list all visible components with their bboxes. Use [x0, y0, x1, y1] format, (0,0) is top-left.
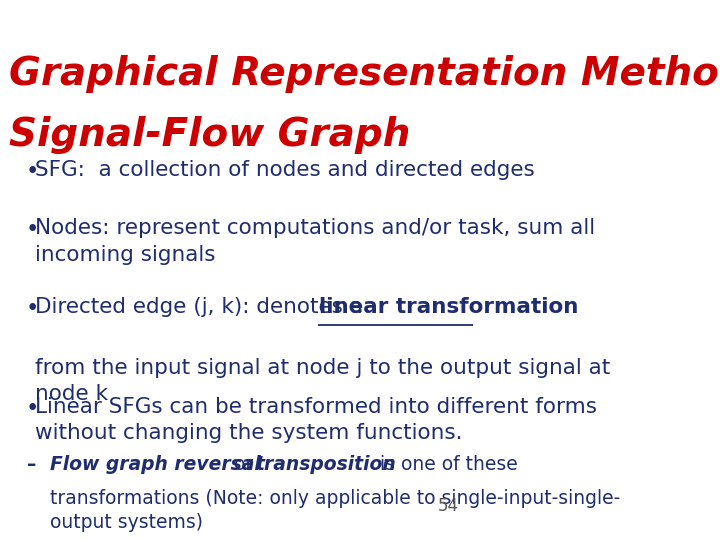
Text: or: or	[228, 455, 260, 474]
Text: •: •	[26, 218, 40, 241]
Text: Flow graph reversal: Flow graph reversal	[50, 455, 261, 474]
Text: •: •	[26, 397, 40, 420]
Text: linear transformation: linear transformation	[319, 297, 579, 317]
Text: SFG:  a collection of nodes and directed edges: SFG: a collection of nodes and directed …	[35, 160, 535, 180]
Text: transformations (Note: only applicable to single-input-single-
output systems): transformations (Note: only applicable t…	[50, 489, 620, 532]
Text: transposition: transposition	[255, 455, 395, 474]
Text: Graphical Representation Method 2:: Graphical Representation Method 2:	[9, 55, 720, 93]
Text: –: –	[27, 455, 37, 474]
Text: 54: 54	[438, 497, 459, 515]
Text: Signal-Flow Graph: Signal-Flow Graph	[9, 116, 411, 154]
Text: from the input signal at node j to the output signal at
node k: from the input signal at node j to the o…	[35, 357, 611, 404]
Text: •: •	[26, 297, 40, 320]
Text: Nodes: represent computations and/or task, sum all
incoming signals: Nodes: represent computations and/or tas…	[35, 218, 595, 265]
Text: Directed edge (j, k): denotes a: Directed edge (j, k): denotes a	[35, 297, 370, 317]
Text: •: •	[26, 160, 40, 184]
Text: is one of these: is one of these	[374, 455, 518, 474]
Text: Linear SFGs can be transformed into different forms
without changing the system : Linear SFGs can be transformed into diff…	[35, 397, 598, 443]
